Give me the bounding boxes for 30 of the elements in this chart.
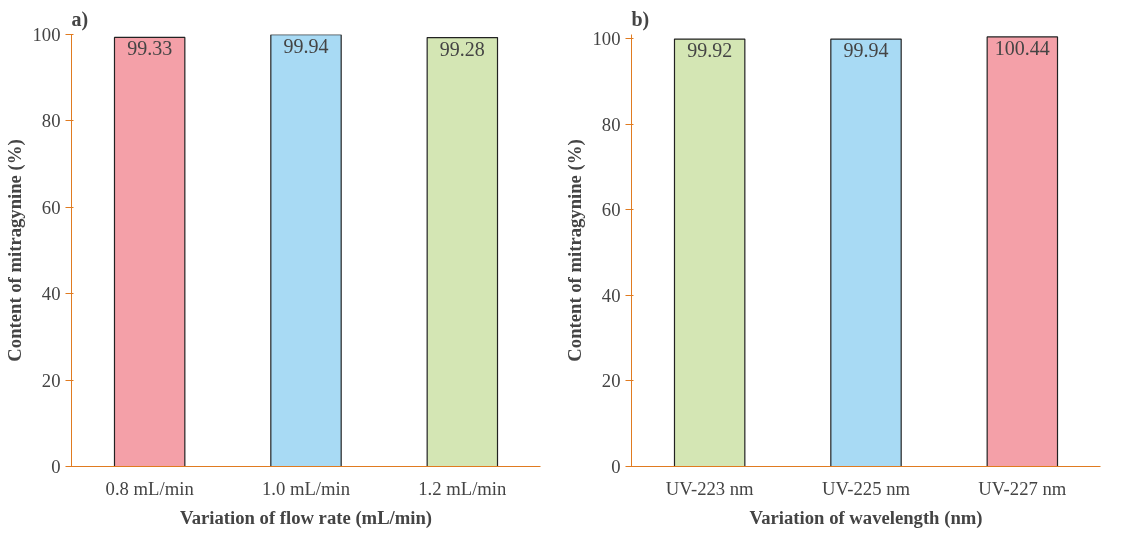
y-tick-label: 60 xyxy=(601,199,621,221)
x-tick-label: UV-223 nm xyxy=(665,477,755,499)
data-label: 99.94 xyxy=(843,39,889,62)
data-label: 99.92 xyxy=(687,39,733,62)
y-tick-label: 20 xyxy=(601,370,621,392)
x-tick-label: 0.8 mL/min xyxy=(105,477,195,499)
data-label: 99.33 xyxy=(127,37,173,60)
data-label: 100.44 xyxy=(994,36,1050,59)
chart-title: a) xyxy=(71,7,89,31)
y-axis-title: Content of mitragynine (%) xyxy=(563,139,586,362)
x-tick-label: UV-225 nm xyxy=(822,477,911,499)
y-tick-label: 60 xyxy=(41,196,61,218)
x-tick-label: 1.2 mL/min xyxy=(418,477,508,499)
chart-title: b) xyxy=(631,7,650,31)
y-tick-label: 40 xyxy=(601,284,621,306)
data-label: 99.94 xyxy=(283,34,329,57)
y-axis-title: Content of mitragynine (%) xyxy=(3,139,26,362)
x-tick-label: UV-227 nm xyxy=(978,477,1067,499)
data-label: 99.28 xyxy=(439,37,485,60)
y-tick-label: 20 xyxy=(41,369,61,391)
x-axis-title: Variation of flow rate (mL/min) xyxy=(179,506,433,529)
x-tick-label: 1.0 mL/min xyxy=(261,477,351,499)
y-tick-label: 100 xyxy=(32,24,61,45)
y-tick-label: 40 xyxy=(41,283,61,305)
y-tick-label: 80 xyxy=(601,113,621,135)
x-axis-title: Variation of wavelength (nm) xyxy=(749,506,983,529)
y-tick-label: 0 xyxy=(51,456,61,477)
y-tick-label: 80 xyxy=(41,110,61,132)
y-tick-label: 0 xyxy=(611,456,621,477)
y-tick-label: 100 xyxy=(592,28,621,50)
